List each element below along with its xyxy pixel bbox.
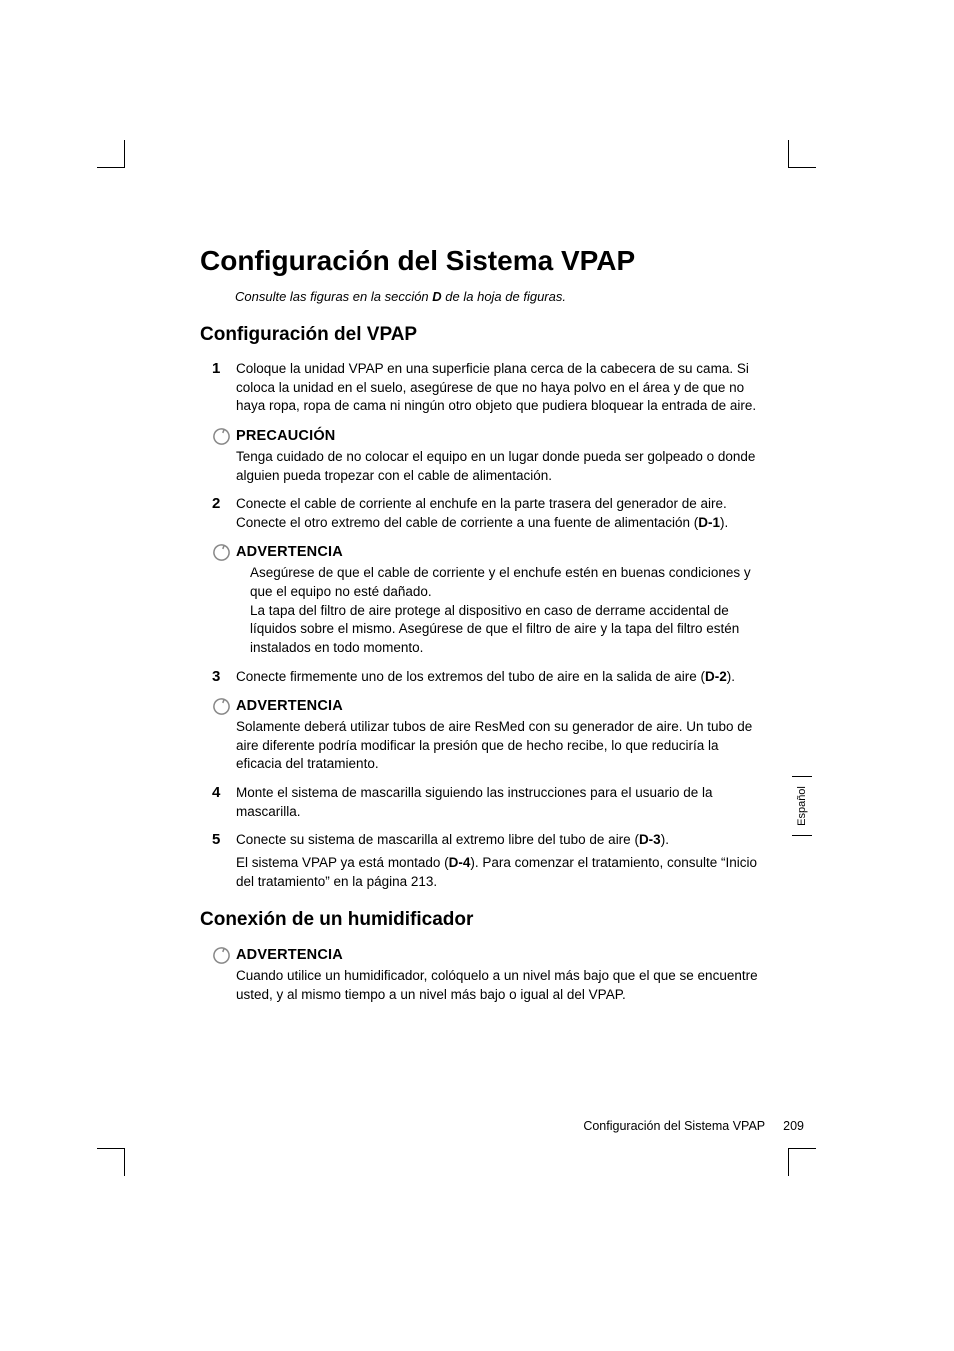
step-number: 2 bbox=[212, 495, 236, 532]
section-heading-humidifier: Conexión de un humidificador bbox=[200, 909, 760, 931]
step5-line2-pre: El sistema VPAP ya está montado ( bbox=[236, 855, 449, 870]
warning-callout-3: ADVERTENCIA Cuando utilice un humidifica… bbox=[212, 945, 760, 1004]
callout-body: ADVERTENCIA Solamente deberá utilizar tu… bbox=[236, 696, 760, 774]
step-text: Conecte el cable de corriente al enchufe… bbox=[236, 495, 760, 532]
step5-line1-post: ). bbox=[661, 832, 669, 847]
callout-text: Tenga cuidado de no colocar el equipo en… bbox=[236, 448, 760, 485]
step-text-pre: Conecte firmemente uno de los extremos d… bbox=[236, 669, 705, 684]
callout-heading: ADVERTENCIA bbox=[236, 542, 760, 562]
fig-ref: D-4 bbox=[449, 855, 471, 870]
step-2: 2 Conecte el cable de corriente al enchu… bbox=[212, 495, 760, 532]
step-4: 4 Monte el sistema de mascarilla siguien… bbox=[212, 784, 760, 821]
caution-icon bbox=[212, 426, 236, 485]
callout-heading: ADVERTENCIA bbox=[236, 696, 760, 716]
step-number: 5 bbox=[212, 831, 236, 891]
step-text-pre: Conecte el cable de corriente al enchufe… bbox=[236, 496, 727, 530]
step-text: Monte el sistema de mascarilla siguiendo… bbox=[236, 784, 760, 821]
warning-icon bbox=[212, 696, 236, 774]
step-text: Conecte firmemente uno de los extremos d… bbox=[236, 668, 735, 687]
fig-ref: D-2 bbox=[705, 669, 727, 684]
warning-callout-1: ADVERTENCIA Asegúrese de que el cable de… bbox=[212, 542, 760, 657]
page-title: Configuración del Sistema VPAP bbox=[200, 245, 760, 277]
callout-bullet-2: La tapa del filtro de aire protege al di… bbox=[250, 602, 760, 658]
precaution-callout: PRECAUCIÓN Tenga cuidado de no colocar e… bbox=[212, 426, 760, 485]
callout-bullet-1: Asegúrese de que el cable de corriente y… bbox=[250, 564, 760, 601]
step-text: Coloque la unidad VPAP en una superficie… bbox=[236, 360, 760, 416]
crop-mark bbox=[97, 140, 125, 168]
page-footer: Configuración del Sistema VPAP 209 bbox=[583, 1119, 804, 1133]
callout-text: Cuando utilice un humidificador, colóque… bbox=[236, 967, 760, 1004]
page-number: 209 bbox=[783, 1119, 804, 1133]
callout-body: ADVERTENCIA Cuando utilice un humidifica… bbox=[236, 945, 760, 1004]
crop-mark bbox=[97, 1148, 125, 1176]
callout-heading: ADVERTENCIA bbox=[236, 945, 760, 965]
callout-body: PRECAUCIÓN Tenga cuidado de no colocar e… bbox=[236, 426, 760, 485]
step-text: Conecte su sistema de mascarilla al extr… bbox=[236, 831, 760, 891]
fig-ref: D-3 bbox=[639, 832, 661, 847]
section-heading-config: Configuración del VPAP bbox=[200, 324, 760, 346]
callout-heading: PRECAUCIÓN bbox=[236, 426, 760, 446]
step-number: 1 bbox=[212, 360, 236, 416]
step5-line1-pre: Conecte su sistema de mascarilla al extr… bbox=[236, 832, 639, 847]
crop-mark bbox=[788, 1148, 816, 1176]
warning-callout-2: ADVERTENCIA Solamente deberá utilizar tu… bbox=[212, 696, 760, 774]
subtitle-pre: Consulte las figuras en la sección bbox=[235, 289, 432, 304]
step-text-post: ). bbox=[720, 515, 728, 530]
warning-icon bbox=[212, 542, 236, 657]
language-tab: Español bbox=[792, 776, 812, 836]
warning-icon bbox=[212, 945, 236, 1004]
step-text-post: ). bbox=[727, 669, 735, 684]
language-label: Español bbox=[796, 786, 808, 826]
callout-body: ADVERTENCIA Asegúrese de que el cable de… bbox=[236, 542, 760, 657]
footer-title: Configuración del Sistema VPAP bbox=[583, 1119, 765, 1133]
crop-mark bbox=[788, 140, 816, 168]
step-number: 3 bbox=[212, 668, 236, 687]
step-5: 5 Conecte su sistema de mascarilla al ex… bbox=[212, 831, 760, 891]
subtitle-post: de la hoja de figuras. bbox=[442, 289, 566, 304]
subtitle-section-letter: D bbox=[432, 289, 441, 304]
step-3: 3 Conecte firmemente uno de los extremos… bbox=[212, 668, 760, 687]
step-number: 4 bbox=[212, 784, 236, 821]
step-1: 1 Coloque la unidad VPAP en una superfic… bbox=[212, 360, 760, 416]
page-content: Configuración del Sistema VPAP Consulte … bbox=[200, 245, 760, 1014]
figure-reference-line: Consulte las figuras en la sección D de … bbox=[235, 289, 760, 304]
callout-text: Solamente deberá utilizar tubos de aire … bbox=[236, 718, 760, 774]
fig-ref: D-1 bbox=[698, 515, 720, 530]
